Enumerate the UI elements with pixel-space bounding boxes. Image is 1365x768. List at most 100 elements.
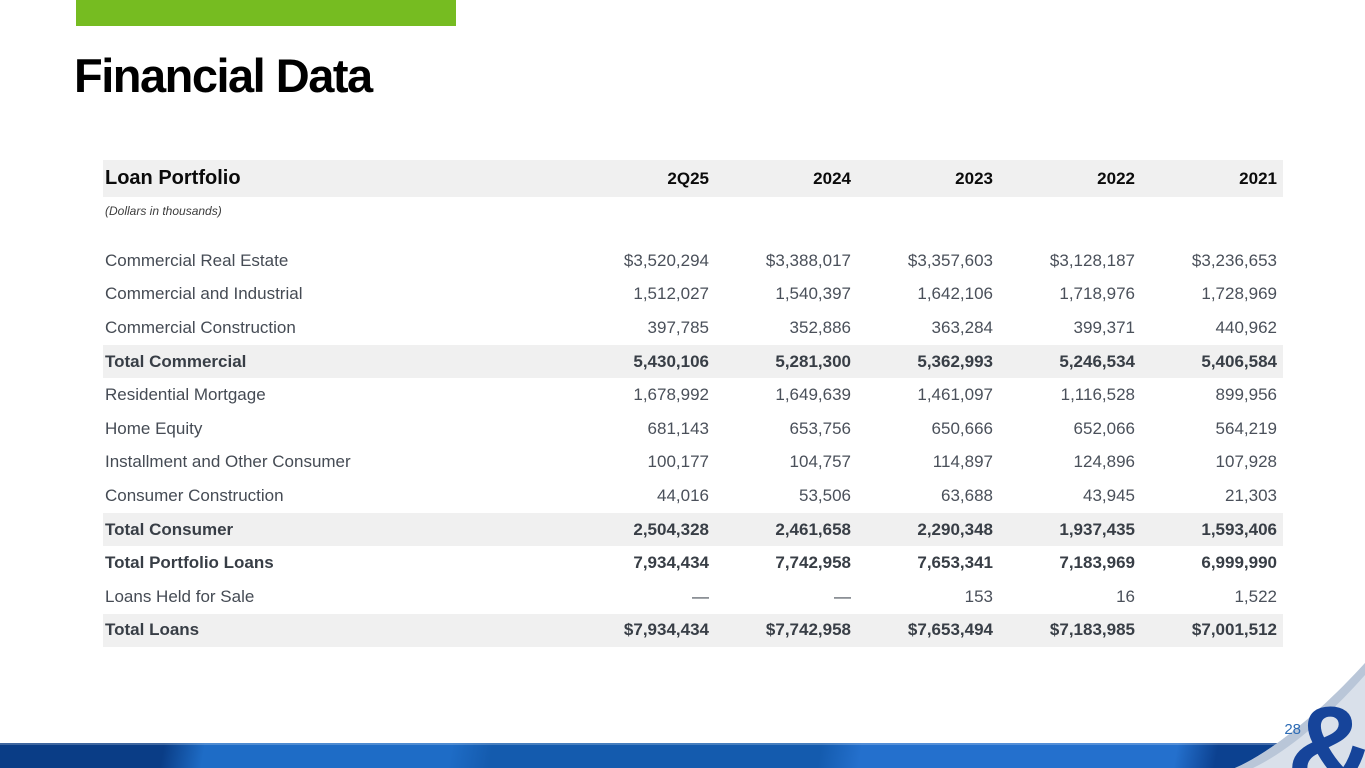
row-label: Total Commercial: [105, 351, 247, 371]
cell-value-2024: —: [834, 586, 851, 606]
cell-value-2023: 650,666: [931, 418, 993, 438]
page-number: 28: [1284, 721, 1301, 738]
cell-value-2021: 899,956: [1215, 385, 1277, 405]
cell-value-2q25: 7,934,434: [633, 553, 709, 573]
cell-value-2024: $7,742,958: [765, 620, 851, 640]
cell-value-2024: 1,649,639: [775, 385, 851, 405]
logo-swoosh: [1235, 663, 1365, 768]
table-header-band: Loan Portfolio 2Q25 2024 2023 2022 2021: [103, 160, 1283, 197]
column-header-2023: 2023: [955, 168, 993, 188]
cell-value-2q25: —: [692, 586, 709, 606]
column-header-2024: 2024: [813, 168, 851, 188]
table-row: Total Consumer 2,504,328 2,461,658 2,290…: [103, 512, 1283, 547]
table-row: Commercial Construction 397,785 352,886 …: [103, 311, 1283, 345]
column-header-2022: 2022: [1097, 168, 1135, 188]
cell-value-2023: 153: [964, 586, 993, 606]
row-label: Consumer Construction: [105, 485, 284, 505]
cell-value-2023: $7,653,494: [907, 620, 993, 640]
cell-value-2021: 1,522: [1234, 586, 1277, 606]
cell-value-2024: 352,886: [789, 317, 851, 337]
cell-value-2q25: 100,177: [647, 452, 709, 472]
unit-note: (Dollars in thousands): [105, 204, 222, 218]
table-row: Home Equity 681,143 653,756 650,666 652,…: [103, 412, 1283, 446]
cell-value-2023: 5,362,993: [917, 351, 993, 371]
table-row: Commercial Real Estate $3,520,294 $3,388…: [103, 244, 1283, 278]
cell-value-2023: 2,290,348: [917, 519, 993, 539]
row-label: Commercial and Industrial: [105, 284, 303, 304]
cell-value-2024: $3,388,017: [765, 250, 851, 270]
cell-value-2024: 653,756: [789, 418, 851, 438]
column-header-2021: 2021: [1239, 168, 1277, 188]
table-title: Loan Portfolio: [105, 167, 241, 189]
cell-value-2024: 1,540,397: [775, 284, 851, 304]
cell-value-2021: 107,928: [1215, 452, 1277, 472]
cell-value-2021: 6,999,990: [1201, 553, 1277, 573]
cell-value-2q25: $3,520,294: [623, 250, 709, 270]
table-row: Total Loans $7,934,434 $7,742,958 $7,653…: [103, 613, 1283, 648]
row-label: Commercial Real Estate: [105, 250, 289, 270]
table-row: Total Commercial 5,430,106 5,281,300 5,3…: [103, 344, 1283, 379]
cell-value-2022: 1,116,528: [1060, 385, 1135, 405]
table-row: Installment and Other Consumer 100,177 1…: [103, 446, 1283, 480]
cell-value-2q25: 681,143: [647, 418, 709, 438]
row-label: Total Consumer: [105, 519, 234, 539]
ampersand-logo-icon: &: [1287, 688, 1365, 768]
row-label: Home Equity: [105, 418, 203, 438]
cell-value-2022: 7,183,969: [1059, 553, 1135, 573]
cell-value-2022: 652,066: [1073, 418, 1135, 438]
row-label: Total Portfolio Loans: [105, 553, 274, 573]
cell-value-2023: 1,461,097: [917, 385, 993, 405]
footer-bar: [0, 743, 1365, 768]
accent-bar: [76, 0, 456, 26]
cell-value-2021: $3,236,653: [1191, 250, 1277, 270]
table-row: Residential Mortgage 1,678,992 1,649,639…: [103, 378, 1283, 412]
cell-value-2q25: 1,512,027: [633, 284, 709, 304]
cell-value-2023: 1,642,106: [917, 284, 993, 304]
cell-value-2022: 399,371: [1073, 317, 1135, 337]
cell-value-2q25: 5,430,106: [633, 351, 709, 371]
cell-value-2q25: $7,934,434: [623, 620, 709, 640]
cell-value-2021: 564,219: [1215, 418, 1277, 438]
table-row: Consumer Construction 44,016 53,506 63,6…: [103, 479, 1283, 513]
row-label: Residential Mortgage: [105, 385, 266, 405]
cell-value-2021: 21,303: [1225, 485, 1277, 505]
cell-value-2023: 7,653,341: [917, 553, 993, 573]
row-label: Installment and Other Consumer: [105, 452, 351, 472]
cell-value-2022: 1,937,435: [1059, 519, 1135, 539]
table-row: Commercial and Industrial 1,512,027 1,54…: [103, 278, 1283, 312]
row-label: Commercial Construction: [105, 317, 296, 337]
cell-value-2022: 43,945: [1083, 485, 1135, 505]
table-row: Loans Held for Sale — — 153 16 1,522: [103, 580, 1283, 614]
cell-value-2024: 7,742,958: [775, 553, 851, 573]
cell-value-2023: 363,284: [931, 317, 993, 337]
loan-portfolio-table: Loan Portfolio 2Q25 2024 2023 2022 2021 …: [103, 160, 1283, 648]
cell-value-2q25: 397,785: [647, 317, 709, 337]
table-body: Commercial Real Estate $3,520,294 $3,388…: [103, 244, 1283, 648]
cell-value-2022: 124,896: [1073, 452, 1135, 472]
page-title: Financial Data: [74, 49, 373, 102]
cell-value-2023: 114,897: [932, 452, 993, 472]
cell-value-2024: 5,281,300: [775, 351, 851, 371]
cell-value-2021: 5,406,584: [1201, 351, 1277, 371]
cell-value-2022: 1,718,976: [1059, 284, 1135, 304]
cell-value-2022: 5,246,534: [1059, 351, 1135, 371]
cell-value-2021: 440,962: [1215, 317, 1277, 337]
cell-value-2024: 53,506: [799, 485, 851, 505]
column-header-2q25: 2Q25: [667, 168, 709, 188]
cell-value-2023: 63,688: [941, 485, 993, 505]
cell-value-2021: $7,001,512: [1191, 620, 1277, 640]
cell-value-2q25: 1,678,992: [633, 385, 709, 405]
cell-value-2024: 104,757: [789, 452, 851, 472]
cell-value-2022: 16: [1116, 586, 1135, 606]
cell-value-2q25: 2,504,328: [633, 519, 709, 539]
cell-value-2023: $3,357,603: [907, 250, 993, 270]
row-label: Loans Held for Sale: [105, 586, 255, 606]
table-row: Total Portfolio Loans 7,934,434 7,742,95…: [103, 546, 1283, 580]
cell-value-2022: $7,183,985: [1049, 620, 1135, 640]
cell-value-2021: 1,728,969: [1201, 284, 1277, 304]
cell-value-2022: $3,128,187: [1049, 250, 1135, 270]
cell-value-2q25: 44,016: [657, 485, 709, 505]
row-label: Total Loans: [105, 620, 200, 640]
cell-value-2024: 2,461,658: [775, 519, 851, 539]
